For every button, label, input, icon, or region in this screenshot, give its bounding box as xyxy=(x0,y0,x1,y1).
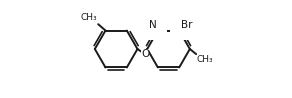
Text: N: N xyxy=(149,20,157,30)
Text: CH₃: CH₃ xyxy=(197,55,213,64)
Text: CH₃: CH₃ xyxy=(80,13,97,22)
Text: Br: Br xyxy=(181,20,192,30)
Text: O: O xyxy=(141,49,149,59)
